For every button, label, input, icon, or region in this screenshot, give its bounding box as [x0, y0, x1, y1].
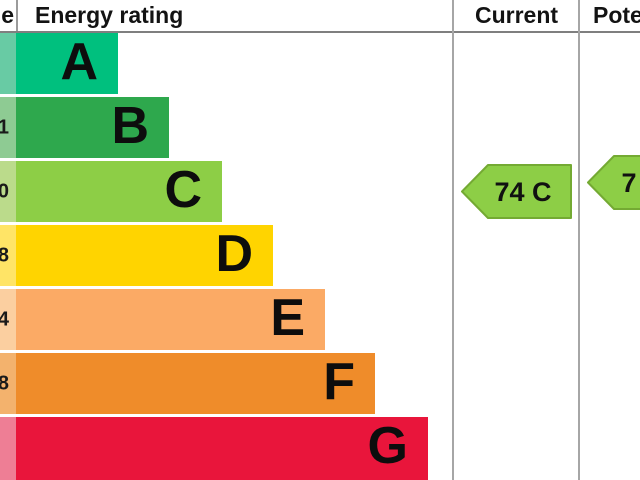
score-range-fragment: 8	[0, 244, 9, 266]
score-range-cell: 8	[0, 225, 16, 286]
current-rating-arrow: 74 C	[461, 164, 572, 219]
current-rating-label: 74 C	[494, 177, 551, 207]
band-letter: E	[270, 289, 305, 347]
band-letter: G	[367, 417, 408, 475]
column-divider	[452, 0, 454, 480]
band-letter: C	[164, 161, 202, 219]
band-row-c: 0 C	[0, 161, 452, 225]
band-bar-f: F	[16, 353, 375, 414]
band-letter: B	[111, 97, 149, 155]
energy-rating-header: Energy rating	[35, 2, 184, 28]
score-range-cell: 1	[0, 97, 16, 158]
band-row-g: G	[0, 417, 452, 480]
band-bar-d: D	[16, 225, 273, 286]
score-range-cell: 4	[0, 289, 16, 350]
band-row-e: 4 E	[0, 289, 452, 353]
score-range-fragment: 0	[0, 180, 9, 202]
left-arrow-icon	[587, 155, 640, 210]
potential-rating-label: 7	[621, 168, 636, 198]
band-row-a: A	[0, 33, 452, 97]
band-row-f: 8 F	[0, 353, 452, 417]
band-letter: D	[215, 225, 253, 283]
band-row-b: 1 B	[0, 97, 452, 161]
score-range-cell	[0, 33, 16, 94]
band-bar-b: B	[16, 97, 169, 158]
score-range-cell: 8	[0, 353, 16, 414]
band-bar-g: G	[16, 417, 428, 480]
score-range-fragment: 8	[0, 372, 9, 394]
potential-rating-arrow: 7	[587, 155, 640, 210]
band-letter: A	[60, 33, 98, 91]
band-bar-c: C	[16, 161, 222, 222]
potential-header: Pote	[593, 2, 640, 28]
score-range-cell	[0, 417, 16, 480]
band-letter: F	[323, 353, 355, 411]
band-bar-e: E	[16, 289, 325, 350]
current-header: Current	[474, 2, 559, 28]
band-row-d: 8 D	[0, 225, 452, 289]
table-header-row: e Energy rating Current Pote	[0, 0, 640, 33]
score-range-cell: 0	[0, 161, 16, 222]
score-range-fragment: 4	[0, 308, 9, 330]
score-range-fragment: 1	[0, 116, 9, 138]
column-divider	[578, 0, 580, 480]
left-arrow-icon	[461, 164, 572, 219]
band-bar-a: A	[16, 33, 118, 94]
score-column-header: e	[0, 0, 18, 31]
